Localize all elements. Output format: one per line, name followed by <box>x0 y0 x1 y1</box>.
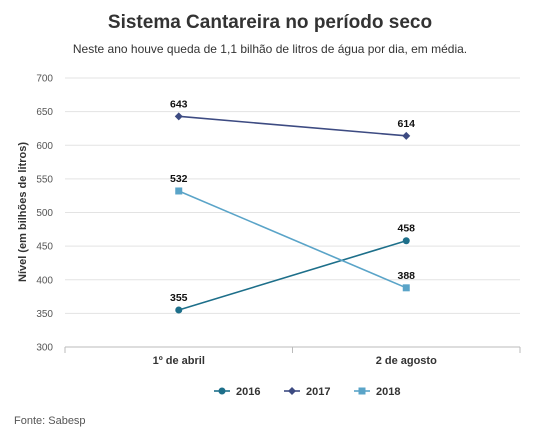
data-point <box>175 306 183 314</box>
y-tick-label: 450 <box>36 242 53 253</box>
series-line-2018 <box>178 190 407 289</box>
data-label: 643 <box>170 98 188 110</box>
x-tick-label: 1º de abril <box>153 355 205 367</box>
y-tick-label: 350 <box>36 309 53 320</box>
data-point <box>175 187 183 195</box>
chart-subtitle: Neste ano houve queda de 1,1 bilhão de l… <box>72 42 468 56</box>
y-tick-label: 500 <box>36 208 53 219</box>
data-point <box>358 387 366 395</box>
y-axis-label: Nível (em bilhões de litros) <box>17 142 29 282</box>
data-point <box>402 237 410 245</box>
data-point <box>288 387 296 395</box>
y-tick-label: 550 <box>36 174 53 185</box>
y-tick-label: 650 <box>36 107 53 118</box>
data-label: 355 <box>170 292 188 304</box>
data-point <box>402 131 411 140</box>
y-tick-label: 300 <box>36 343 53 354</box>
y-tick-label: 700 <box>36 74 53 85</box>
series-line-2017 <box>178 115 407 137</box>
series-lines <box>174 112 411 314</box>
data-label: 614 <box>397 118 415 130</box>
source-note: Fonte: Sabesp <box>14 415 86 427</box>
data-point <box>402 284 410 292</box>
y-tick-label: 600 <box>36 141 53 152</box>
data-label: 532 <box>170 173 188 185</box>
y-axis-ticks: 300 350 400 450 500 550 600 650 700 <box>36 74 53 354</box>
data-point <box>218 387 226 395</box>
legend-label-2016: 2016 <box>236 386 260 398</box>
data-point <box>174 112 183 121</box>
x-tick-label: 2 de agosto <box>376 355 437 367</box>
series-line-2016 <box>178 239 407 311</box>
legend-label-2018: 2018 <box>376 386 400 398</box>
legend: 2016 2017 2018 <box>214 386 400 398</box>
grid-lines <box>65 77 520 348</box>
x-axis: 1º de abril 2 de agosto <box>64 347 521 367</box>
legend-label-2017: 2017 <box>306 386 330 398</box>
data-label: 388 <box>397 270 415 282</box>
data-labels: 355 458 643 614 532 388 <box>170 98 415 304</box>
data-label: 458 <box>397 223 415 235</box>
chart-title: Sistema Cantareira no período seco <box>107 12 433 33</box>
y-tick-label: 400 <box>36 275 53 286</box>
